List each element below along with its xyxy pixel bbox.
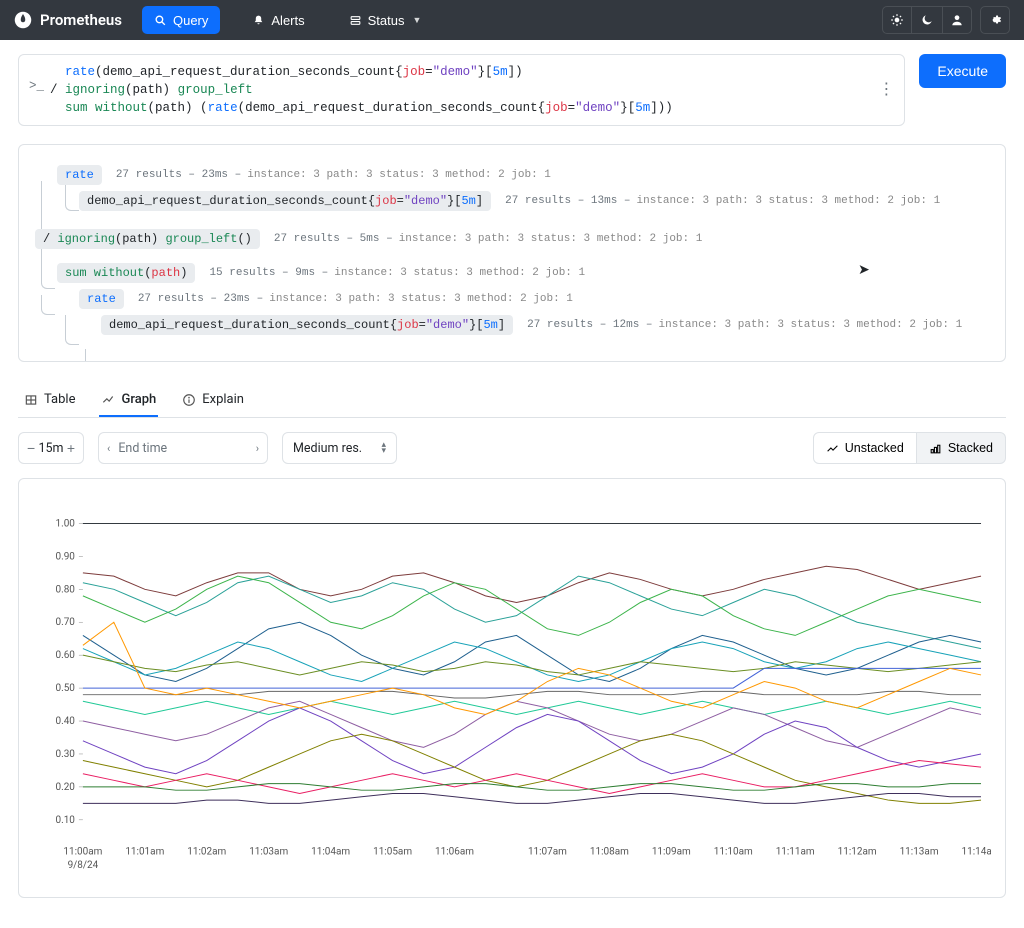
nav-query-label: Query <box>173 13 208 28</box>
svg-text:0.10: 0.10 <box>55 815 75 826</box>
svg-text:1.00: 1.00 <box>55 519 75 530</box>
svg-text:11:01am: 11:01am <box>125 847 164 858</box>
svg-text:0.60: 0.60 <box>55 651 75 662</box>
query-row: >_ rate(demo_api_request_duration_second… <box>18 54 1006 126</box>
time-next-icon[interactable]: › <box>256 442 259 455</box>
svg-text:11:13am: 11:13am <box>900 847 939 858</box>
tree-node-divide[interactable]: / ignoring(path) group_left() 27 results… <box>35 229 989 249</box>
theme-auto-button[interactable] <box>942 6 972 34</box>
tab-table[interactable]: Table <box>22 384 77 417</box>
tree-node-metric-2[interactable]: demo_api_request_duration_seconds_count{… <box>101 315 989 335</box>
moon-icon <box>920 13 934 27</box>
execute-button[interactable]: Execute <box>919 54 1006 88</box>
gear-icon <box>988 13 1002 27</box>
svg-text:11:14am: 11:14am <box>962 847 991 858</box>
svg-text:11:10am: 11:10am <box>714 847 753 858</box>
svg-text:11:04am: 11:04am <box>311 847 350 858</box>
range-plus[interactable]: + <box>65 440 77 456</box>
tab-graph-label: Graph <box>121 392 156 407</box>
query-more-icon[interactable]: ⋮ <box>878 87 894 93</box>
endtime-placeholder: End time <box>118 441 247 456</box>
chart-panel: 0.10 0.20 0.30 0.40 0.50 0.60 0.70 0.80 0.90 1.00… <box>18 478 1006 897</box>
graph-controls: − 15m + ‹ End time › Medium res. ▴▾ Unst… <box>18 432 1006 464</box>
resolution-label: Medium res. <box>293 441 362 456</box>
svg-text:11:06am: 11:06am <box>435 847 474 858</box>
stacked-icon <box>929 442 942 455</box>
svg-text:11:02am: 11:02am <box>187 847 226 858</box>
svg-text:11:03am: 11:03am <box>249 847 288 858</box>
theme-dark-button[interactable] <box>912 6 942 34</box>
svg-text:0.30: 0.30 <box>55 749 75 760</box>
tab-table-label: Table <box>44 392 75 407</box>
svg-text:0.20: 0.20 <box>55 782 75 793</box>
svg-text:0.90: 0.90 <box>55 552 75 563</box>
chevron-down-icon: ▼ <box>412 15 421 25</box>
tree-node-sum[interactable]: sum without(path) 15 results – 9ms –inst… <box>57 263 989 283</box>
tree-node-metric-1[interactable]: demo_api_request_duration_seconds_count{… <box>79 191 989 211</box>
stacked-label: Stacked <box>948 441 993 455</box>
svg-text:0.80: 0.80 <box>55 585 75 596</box>
svg-text:11:11am: 11:11am <box>776 847 815 858</box>
nav-status-label: Status <box>368 13 405 28</box>
svg-text:9/8/24: 9/8/24 <box>68 861 99 872</box>
tab-explain-label: Explain <box>202 392 244 407</box>
tab-graph[interactable]: Graph <box>99 384 158 417</box>
theme-light-button[interactable] <box>882 6 912 34</box>
explain-tree-panel: rate 27 results – 23ms –instance: 3 path… <box>18 144 1006 362</box>
time-prev-icon[interactable]: ‹ <box>107 442 110 455</box>
nav-alerts-label: Alerts <box>271 13 304 28</box>
range-stepper[interactable]: − 15m + <box>18 432 84 464</box>
unstacked-label: Unstacked <box>845 441 904 455</box>
nav-alerts-button[interactable]: Alerts <box>240 6 316 34</box>
server-icon <box>349 14 362 27</box>
nav-right-icons <box>882 6 1010 34</box>
unstacked-icon <box>826 442 839 455</box>
brand[interactable]: Prometheus <box>14 11 122 29</box>
svg-text:11:05am: 11:05am <box>373 847 412 858</box>
svg-text:11:08am: 11:08am <box>590 847 629 858</box>
svg-text:11:07am: 11:07am <box>528 847 567 858</box>
svg-text:0.50: 0.50 <box>55 683 75 694</box>
graph-icon <box>101 393 115 407</box>
sun-icon <box>890 13 904 27</box>
bell-icon <box>252 14 265 27</box>
query-text: rate(demo_api_request_duration_seconds_c… <box>50 63 673 117</box>
navbar: Prometheus Query Alerts Status ▼ <box>0 0 1024 40</box>
tree-node-rate-2[interactable]: rate 27 results – 23ms –instance: 3 path… <box>79 289 989 309</box>
svg-text:11:09am: 11:09am <box>652 847 691 858</box>
user-icon <box>950 13 964 27</box>
settings-button[interactable] <box>980 6 1010 34</box>
resolution-select[interactable]: Medium res. ▴▾ <box>282 432 397 464</box>
svg-text:11:00am: 11:00am <box>63 847 102 858</box>
line-chart[interactable]: 0.10 0.20 0.30 0.40 0.50 0.60 0.70 0.80 0.90 1.00… <box>33 497 991 886</box>
prometheus-icon <box>14 11 32 29</box>
svg-text:11:12am: 11:12am <box>838 847 877 858</box>
nav-status-button[interactable]: Status ▼ <box>337 6 434 34</box>
nav-query-button[interactable]: Query <box>142 6 220 34</box>
result-tabs: Table Graph Explain <box>18 384 1006 418</box>
info-icon <box>182 393 196 407</box>
brand-text: Prometheus <box>40 11 122 29</box>
unstacked-button[interactable]: Unstacked <box>813 432 917 464</box>
table-icon <box>24 393 38 407</box>
range-value: 15m <box>37 441 65 456</box>
tab-explain[interactable]: Explain <box>180 384 246 417</box>
range-minus[interactable]: − <box>25 440 37 456</box>
tree-node-rate-1[interactable]: rate 27 results – 23ms –instance: 3 path… <box>57 165 989 185</box>
endtime-input[interactable]: ‹ End time › <box>98 432 268 464</box>
query-input[interactable]: >_ rate(demo_api_request_duration_second… <box>18 54 905 126</box>
svg-text:0.70: 0.70 <box>55 618 75 629</box>
select-caret-icon: ▴▾ <box>381 442 386 454</box>
stacked-button[interactable]: Stacked <box>917 432 1006 464</box>
svg-text:0.40: 0.40 <box>55 716 75 727</box>
search-icon <box>154 14 167 27</box>
prompt-icon: >_ <box>29 63 44 117</box>
stack-toggle: Unstacked Stacked <box>813 432 1006 464</box>
